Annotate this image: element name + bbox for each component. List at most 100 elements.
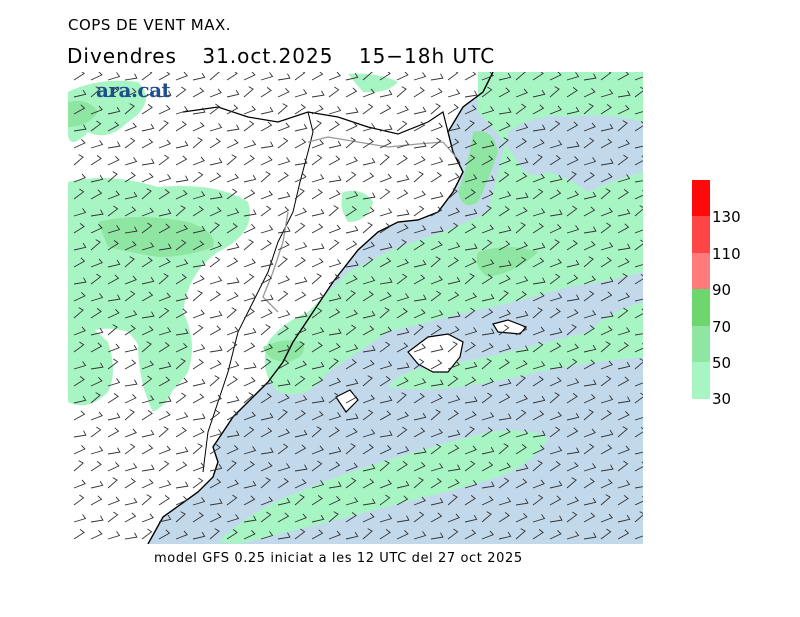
wind-barb	[447, 478, 460, 489]
wind-barb	[277, 463, 291, 472]
wind-barb	[515, 276, 529, 285]
wind-barb	[209, 291, 221, 302]
wind-barb	[583, 87, 596, 98]
wind-barb	[583, 240, 596, 251]
wind-barb	[345, 274, 358, 285]
wind-barb	[192, 309, 205, 319]
wind-barb	[311, 529, 324, 540]
wind-barb	[515, 222, 526, 234]
wind-barb	[90, 342, 103, 353]
wind-barb	[311, 90, 325, 98]
wind-barb	[192, 107, 206, 115]
wind-barb	[583, 463, 597, 472]
wind-barb	[600, 207, 613, 217]
wind-barb	[158, 174, 172, 183]
wind-barb	[430, 344, 444, 353]
wind-barb	[600, 89, 614, 98]
wind-barb	[600, 257, 612, 268]
wind-barb	[413, 511, 425, 523]
wind-barb	[141, 222, 153, 234]
wind-barb	[90, 515, 104, 523]
wind-barb	[634, 377, 643, 387]
wind-barb	[549, 376, 562, 387]
wind-barb	[498, 359, 510, 370]
wind-barb	[345, 191, 359, 200]
wind-barb	[328, 511, 339, 523]
wind-barb	[209, 463, 223, 472]
wind-barb	[464, 243, 478, 251]
wind-barb	[396, 461, 408, 472]
wind-barb	[362, 463, 376, 472]
wind-barb	[345, 260, 359, 268]
wind-barb	[481, 427, 493, 438]
wind-barb	[209, 192, 223, 200]
wind-barb	[583, 409, 594, 421]
gust-legend	[692, 180, 710, 399]
wind-barb	[379, 242, 393, 251]
wind-barb	[600, 311, 614, 319]
wind-barb	[311, 223, 324, 234]
wind-barb	[141, 410, 153, 421]
wind-barb	[260, 294, 274, 302]
wind-barb	[600, 104, 612, 115]
wind-barb	[413, 106, 427, 115]
wind-barb	[566, 72, 580, 81]
wind-barb	[600, 72, 612, 81]
wind-barb	[515, 206, 528, 217]
wind-barb	[566, 274, 579, 285]
wind-barb	[634, 461, 643, 472]
wind-barb	[532, 277, 546, 285]
wind-barb	[107, 240, 119, 251]
wind-barb	[600, 528, 612, 540]
wind-barb	[498, 87, 511, 98]
wind-barb	[124, 325, 136, 336]
wind-barb	[141, 172, 154, 183]
wind-barb	[226, 154, 237, 166]
wind-barb	[124, 532, 138, 540]
wind-barb	[413, 294, 427, 302]
wind-barb	[379, 138, 392, 149]
wind-barb	[515, 291, 527, 302]
wind-barb	[498, 225, 512, 234]
wind-barb	[617, 139, 630, 149]
wind-barb	[277, 206, 290, 217]
wind-barb	[481, 392, 493, 404]
wind-barb	[124, 463, 138, 472]
wind-barb	[124, 206, 137, 217]
wind-barb	[107, 378, 121, 387]
wind-barb	[345, 206, 357, 217]
wind-barb	[379, 529, 391, 540]
wind-barb	[124, 157, 138, 166]
wind-barb	[634, 86, 643, 98]
wind-barb	[430, 290, 442, 302]
wind-barb	[124, 512, 137, 523]
wind-barb	[260, 343, 273, 353]
wind-barb	[141, 444, 154, 455]
wind-barb	[617, 445, 630, 455]
wind-barb	[277, 240, 290, 251]
wind-barb	[566, 141, 580, 149]
wind-barb	[549, 105, 562, 115]
wind-barb	[277, 428, 290, 438]
wind-barb	[345, 72, 359, 81]
wind-barb	[379, 376, 391, 387]
wind-barb	[362, 123, 376, 132]
wind-barb	[243, 515, 257, 523]
wind-barb	[549, 426, 561, 438]
wind-barb	[124, 122, 137, 132]
wind-barb	[396, 120, 408, 132]
wind-barb	[277, 157, 291, 166]
wind-barb	[73, 138, 86, 149]
wind-barb	[379, 395, 393, 404]
wind-barb	[328, 377, 341, 387]
wind-barb	[311, 154, 323, 166]
wind-barb	[277, 532, 291, 540]
wind-barb	[294, 72, 306, 81]
wind-barb	[175, 308, 188, 319]
wind-barb	[464, 307, 476, 319]
wind-barb	[617, 327, 631, 336]
wind-barb	[362, 498, 376, 506]
wind-barb	[515, 498, 529, 506]
ibiza-island	[335, 389, 359, 413]
wind-barb	[192, 378, 206, 387]
